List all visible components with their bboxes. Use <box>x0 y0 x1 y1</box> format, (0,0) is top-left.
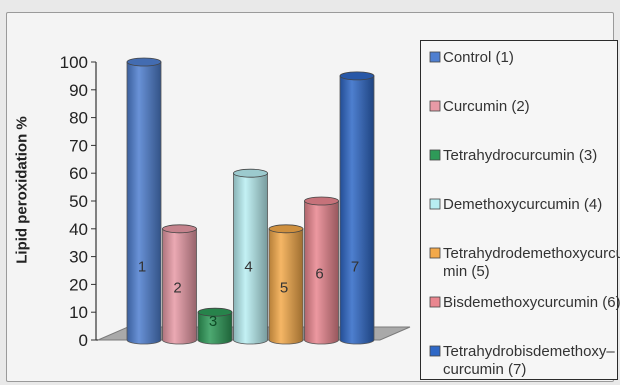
legend-label: Curcumin (2) <box>443 98 530 115</box>
y-tick-label: 90 <box>69 81 88 100</box>
legend-swatch <box>429 296 441 308</box>
y-tick-label: 100 <box>60 53 88 72</box>
bar-top <box>268 224 304 234</box>
bar-7: 7 <box>339 71 375 345</box>
legend-label: min (5) <box>443 263 490 280</box>
bar-top <box>197 307 233 317</box>
bar-5: 5 <box>268 224 304 345</box>
bar-top <box>304 196 339 206</box>
legend-entry: Tetrahydrobisdemethoxy–curcumin (7) <box>429 343 615 378</box>
bar-6: 6 <box>304 196 339 345</box>
legend-label: Tetrahydrodemethoxycurcu <box>443 245 620 262</box>
legend-swatch <box>429 51 441 63</box>
bar-top <box>162 224 197 234</box>
y-tick-label: 30 <box>69 248 88 267</box>
bar-body <box>233 172 268 345</box>
y-tick-label: 10 <box>69 303 88 322</box>
bar-1: 1 <box>126 57 162 345</box>
legend-entry: Bisdemethoxycurcumin (6) <box>429 294 620 311</box>
bar-body <box>126 61 162 345</box>
legend-entry: Curcumin (2) <box>429 98 530 115</box>
legend: Control (1) Curcumin (2) Tetrahydrocurcumi… <box>429 49 620 378</box>
legend-box <box>420 40 618 380</box>
bar-body <box>339 75 375 345</box>
legend-label: Tetrahydrocurcumin (3) <box>443 147 597 164</box>
bar-body <box>304 200 339 345</box>
legend-swatch <box>429 345 441 357</box>
legend-label: curcumin (7) <box>443 361 526 378</box>
y-tick-label: 60 <box>69 164 88 183</box>
bar-label: 4 <box>244 259 252 276</box>
legend-entry: Demethoxycurcumin (4) <box>429 196 602 213</box>
bar-label: 1 <box>138 259 146 276</box>
bars-group: 1 2 3 4 5 6 7 <box>126 57 375 345</box>
bar-label: 2 <box>173 279 181 296</box>
legend-swatch <box>429 100 441 112</box>
legend-swatch <box>429 149 441 161</box>
legend-entry: Control (1) <box>429 49 514 66</box>
y-tick-label: 50 <box>69 192 88 211</box>
y-axis: 0 10 20 30 40 50 60 70 80 90 100 <box>60 53 98 350</box>
bar-top <box>126 57 162 67</box>
y-tick-label: 80 <box>69 109 88 128</box>
bar-label: 7 <box>351 259 359 276</box>
y-tick-label: 40 <box>69 220 88 239</box>
legend-swatch <box>429 198 441 210</box>
bar-2: 2 <box>162 224 197 345</box>
bar-label: 5 <box>280 279 288 296</box>
legend-label: Bisdemethoxycurcumin (6) <box>443 294 620 311</box>
y-tick-label: 70 <box>69 136 88 155</box>
y-tick-label: 20 <box>69 275 88 294</box>
bar-3: 3 <box>197 307 233 345</box>
bar-top <box>233 168 268 178</box>
bar-label: 6 <box>315 266 323 283</box>
legend-label: Demethoxycurcumin (4) <box>443 196 602 213</box>
legend-label: Tetrahydrobisdemethoxy– <box>443 343 615 360</box>
bar-label: 3 <box>209 313 217 330</box>
bar-body <box>162 228 197 345</box>
y-tick-label: 0 <box>79 331 88 350</box>
legend-entry: Tetrahydrocurcumin (3) <box>429 147 597 164</box>
bar-top <box>339 71 375 81</box>
bar-4: 4 <box>233 168 268 345</box>
legend-label: Control (1) <box>443 49 514 66</box>
bar-body <box>268 228 304 345</box>
legend-swatch <box>429 247 441 259</box>
bar-body <box>197 311 233 345</box>
